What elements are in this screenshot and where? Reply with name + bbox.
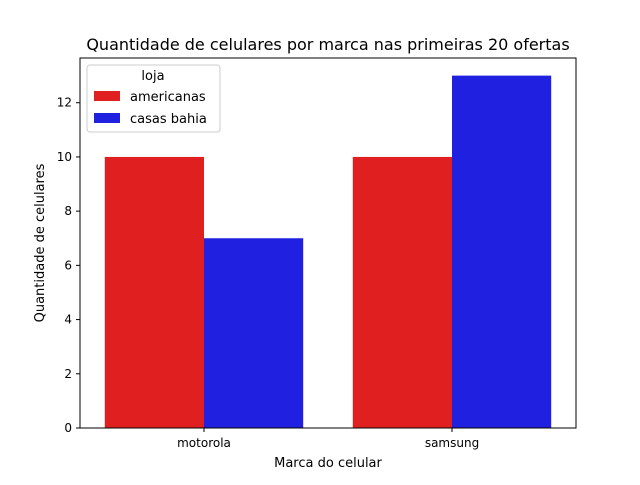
bar-motorola-casas-bahia [204, 238, 304, 428]
y-tick-label: 12 [57, 96, 72, 110]
bar-samsung-casas-bahia [452, 75, 552, 428]
x-tick-label-motorola: motorola [177, 436, 231, 450]
y-tick-label: 4 [64, 313, 72, 327]
y-axis-ticks: 0 2 4 6 8 10 12 [57, 96, 80, 435]
legend-label-americanas: americanas [130, 90, 206, 105]
legend-label-casas-bahia: casas bahia [130, 112, 207, 127]
bar-motorola-americanas [104, 156, 204, 428]
legend: loja americanas casas bahia [86, 64, 221, 133]
x-tick-label-samsung: samsung [425, 436, 479, 450]
y-tick-label: 6 [64, 258, 72, 272]
bars-group [104, 75, 552, 428]
y-tick-label: 2 [64, 367, 72, 381]
x-axis-label: Marca do celular [274, 456, 382, 471]
legend-swatch-casas-bahia [94, 113, 120, 123]
plot-frame [79, 57, 577, 429]
x-axis-ticks: motorola samsung [177, 428, 479, 450]
legend-title: loja [141, 69, 164, 84]
y-tick-label: 0 [64, 421, 72, 435]
legend-swatch-americanas [94, 91, 120, 101]
y-tick-label: 8 [64, 204, 72, 218]
chart-title: Quantidade de celulares por marca nas pr… [86, 35, 569, 54]
legend-box [86, 64, 221, 133]
y-tick-label: 10 [57, 150, 72, 164]
y-axis-label: Quantidade de celulares [33, 163, 48, 322]
bar-samsung-americanas [352, 156, 452, 428]
